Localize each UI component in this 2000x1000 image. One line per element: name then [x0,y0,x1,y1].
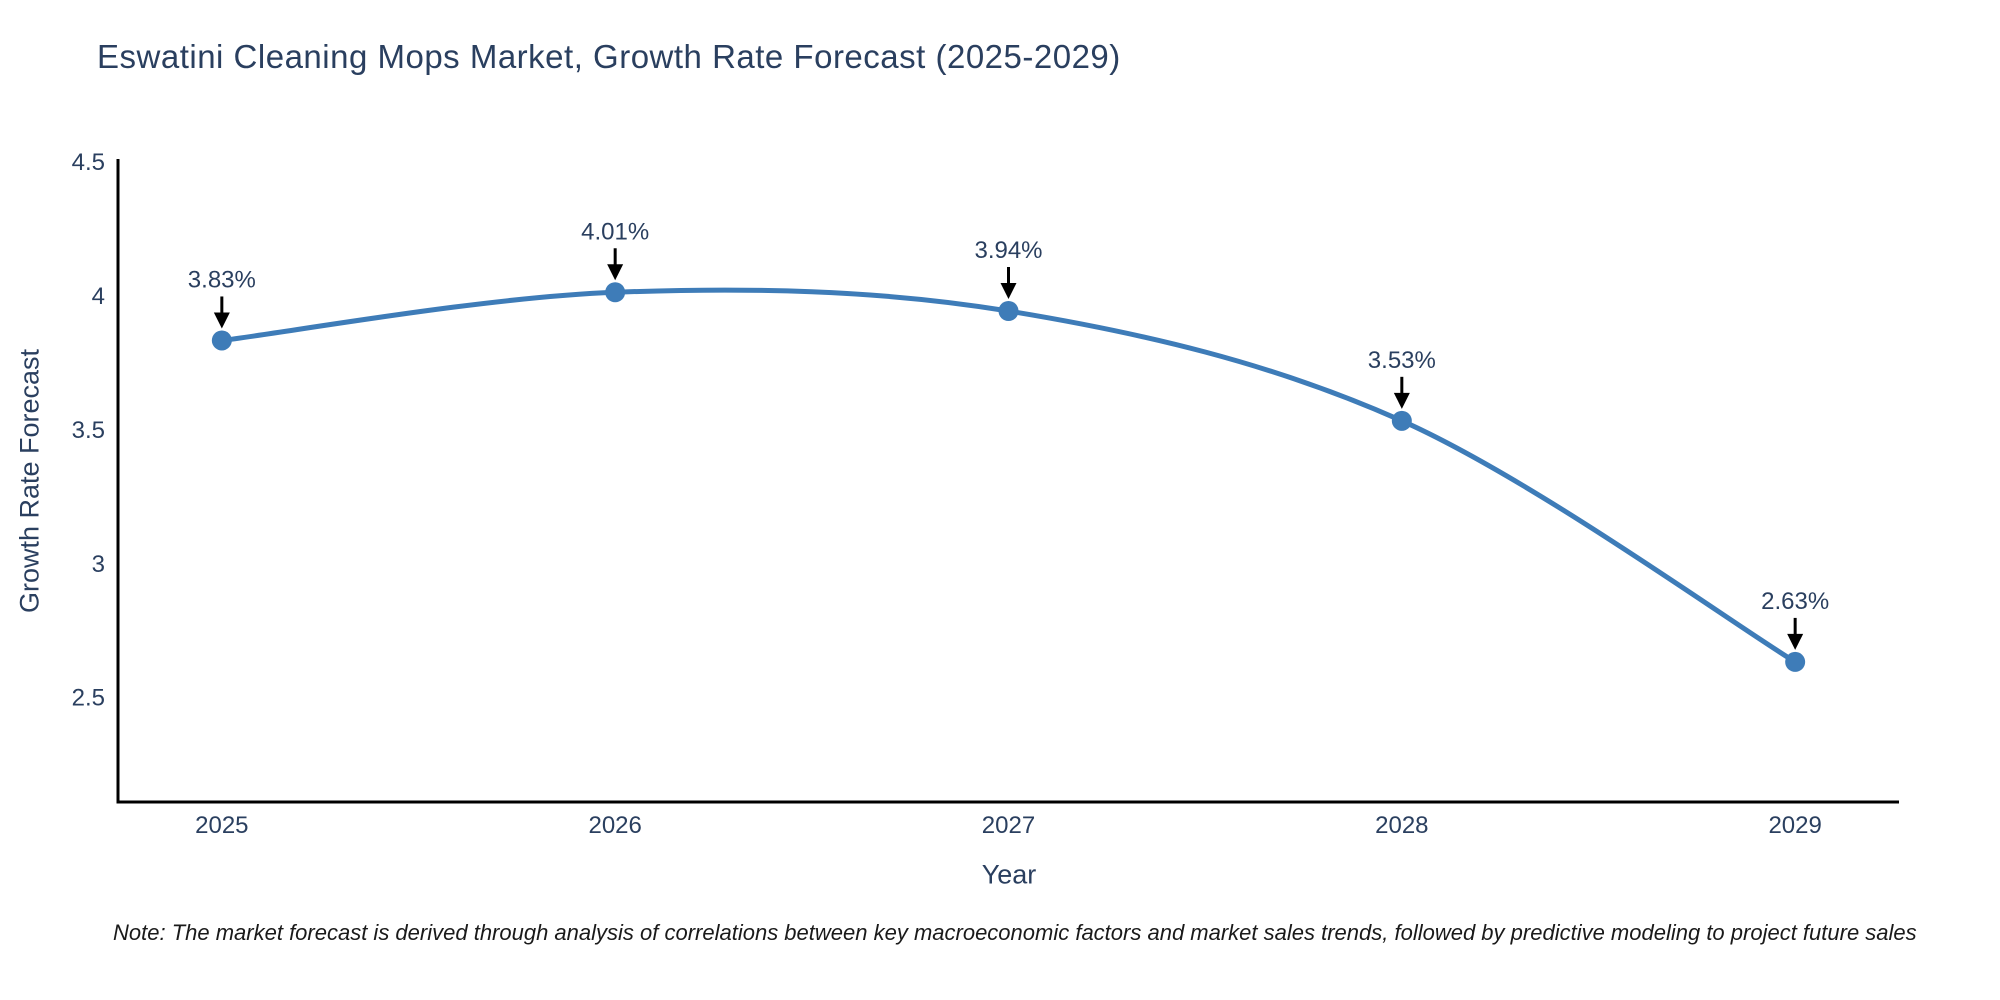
y-tick-label: 2.5 [72,685,105,712]
data-point-marker [1391,410,1412,431]
footnote: Note: The market forecast is derived thr… [113,920,1917,945]
data-point-marker [211,330,232,351]
y-tick-label: 3.5 [72,417,105,444]
x-tick-label: 2028 [1375,812,1428,839]
y-axis-title: Growth Rate Forecast [14,348,45,614]
annotation-arrowhead [213,312,230,329]
data-point-label: 3.83% [188,266,256,293]
chart-title: Eswatini Cleaning Mops Market, Growth Ra… [97,38,1121,75]
x-axis-title: Year [981,859,1037,890]
data-point-marker [605,282,626,303]
y-tick-label: 3 [92,551,105,578]
annotation-arrowhead [607,264,624,281]
x-tick-label: 2027 [982,812,1035,839]
annotation-arrowhead [1000,283,1017,300]
y-tick-label: 4.5 [72,149,105,176]
x-tick-label: 2026 [588,812,641,839]
data-point-label: 3.53% [1368,347,1436,374]
y-tick-label: 4 [92,283,105,310]
annotation-arrowhead [1393,392,1410,409]
data-point-label: 2.63% [1761,588,1829,615]
x-tick-label: 2029 [1768,812,1821,839]
x-tick-label: 2025 [195,812,248,839]
forecast-line [219,287,1798,665]
data-point-marker [1785,651,1806,672]
data-point-label: 4.01% [581,218,649,245]
data-point-marker [998,301,1019,322]
annotation-arrowhead [1787,633,1804,650]
data-point-label: 3.94% [974,237,1042,264]
